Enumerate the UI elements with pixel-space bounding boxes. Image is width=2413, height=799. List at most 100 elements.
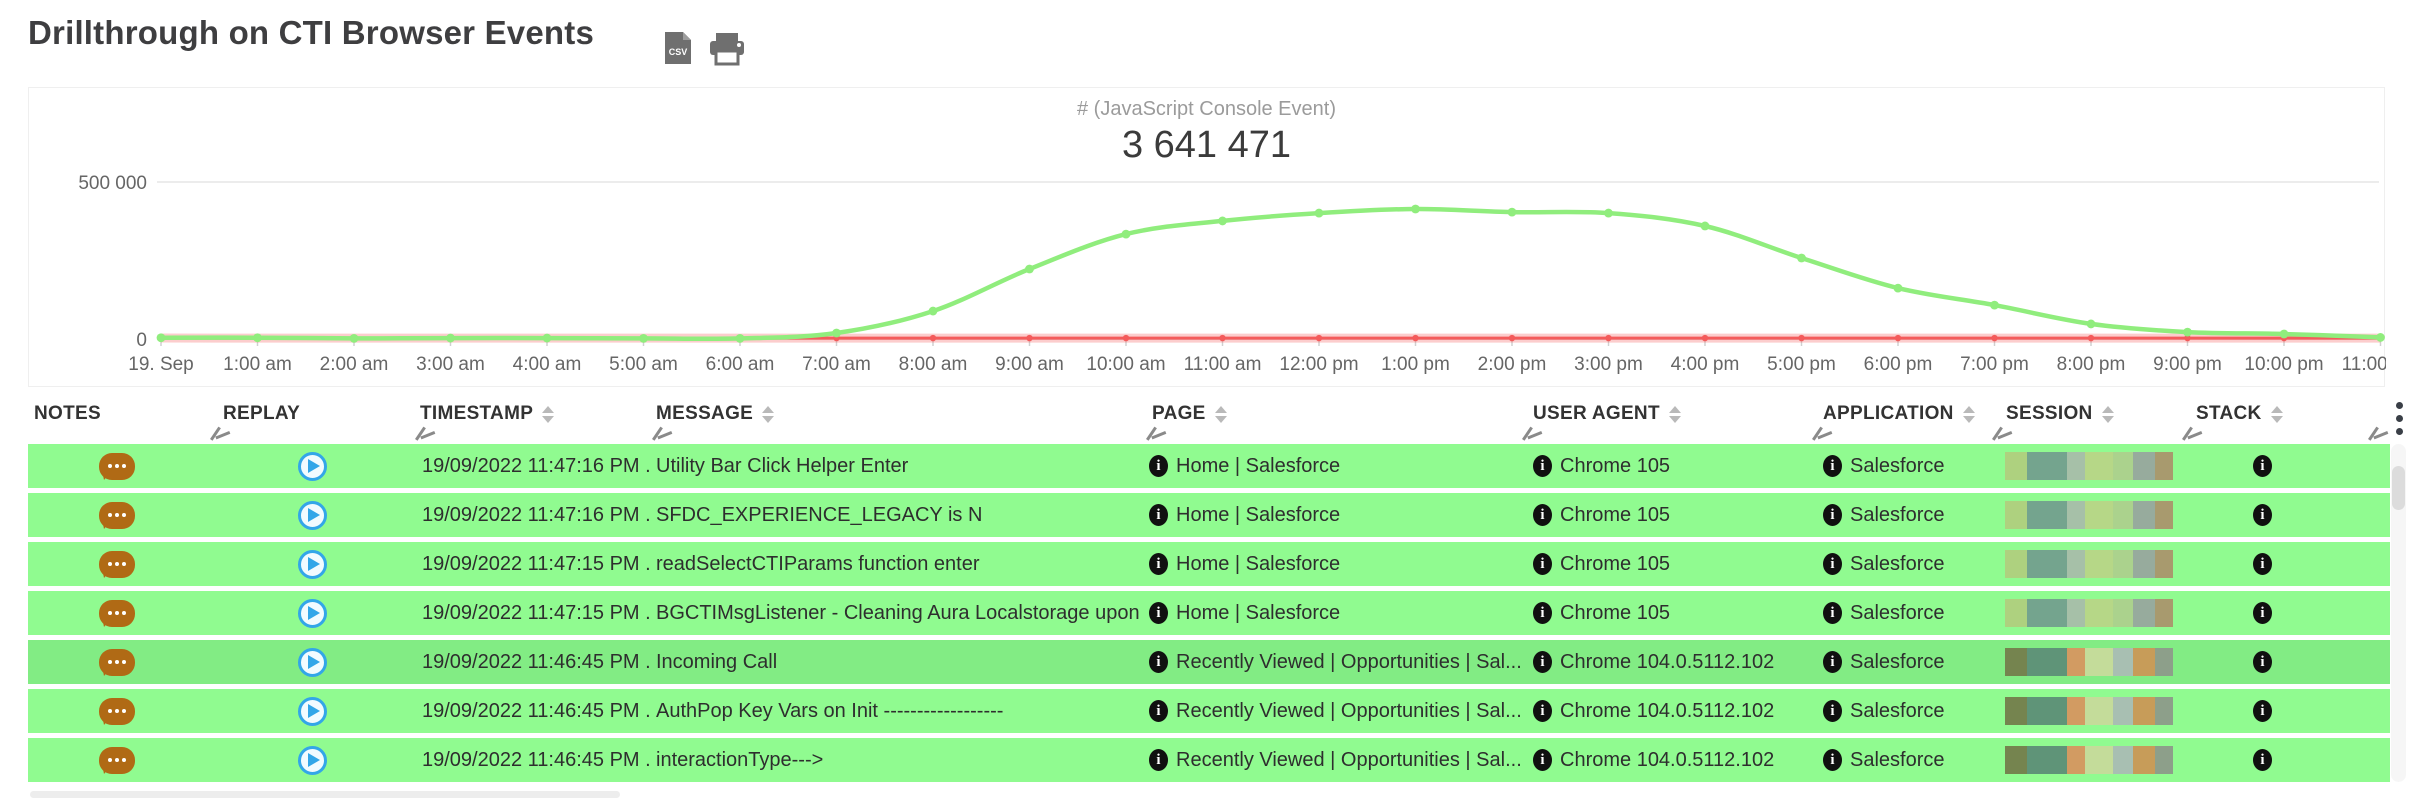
session-color-block xyxy=(2005,501,2027,529)
info-icon[interactable]: i xyxy=(1533,455,1552,477)
replay-play-button[interactable] xyxy=(298,500,327,530)
sort-arrows-icon[interactable] xyxy=(2270,405,2283,423)
sort-arrows-icon[interactable] xyxy=(542,405,555,423)
column-header-application[interactable]: APPLICATION xyxy=(1815,398,1995,430)
info-icon[interactable]: i xyxy=(1823,455,1842,477)
info-icon[interactable]: i xyxy=(1149,749,1168,771)
info-icon[interactable]: i xyxy=(1149,602,1168,624)
info-icon[interactable]: i xyxy=(1533,700,1552,722)
column-resize-handle[interactable] xyxy=(210,426,230,442)
table-row[interactable]: 19/09/2022 11:46:45 PM ... AuthPop Key V… xyxy=(28,689,2390,733)
sort-arrows-icon[interactable] xyxy=(1668,405,1681,423)
column-header-user-agent[interactable]: USER AGENT xyxy=(1525,398,1815,430)
info-icon[interactable]: i xyxy=(1149,700,1168,722)
csv-export-icon[interactable]: CSV xyxy=(663,30,693,66)
info-icon[interactable]: i xyxy=(1823,602,1842,624)
table-row[interactable]: 19/09/2022 11:46:45 PM ... Incoming Call… xyxy=(28,640,2390,684)
info-icon[interactable]: i xyxy=(1533,553,1552,575)
replay-play-button[interactable] xyxy=(298,696,327,726)
session-color-strip[interactable] xyxy=(2005,648,2173,676)
column-header-page[interactable]: PAGE xyxy=(1140,398,1525,430)
stack-info-icon[interactable]: i xyxy=(2253,504,2272,526)
info-icon[interactable]: i xyxy=(1149,651,1168,673)
stack-info-icon[interactable]: i xyxy=(2253,651,2272,673)
horizontal-scrollbar[interactable] xyxy=(30,791,620,798)
stack-info-icon[interactable]: i xyxy=(2253,700,2272,722)
info-icon[interactable]: i xyxy=(1823,700,1842,722)
table-row[interactable]: 19/09/2022 11:46:45 PM ... interactionTy… xyxy=(28,738,2390,782)
table-row[interactable]: 19/09/2022 11:47:16 PM ... Utility Bar C… xyxy=(28,444,2390,488)
user-agent-cell: i Chrome 104.0.5112.102 xyxy=(1525,700,1815,723)
table-options-menu-icon[interactable] xyxy=(2390,402,2408,435)
column-resize-handle[interactable] xyxy=(1522,426,1542,442)
sort-arrows-icon[interactable] xyxy=(762,405,775,423)
sort-arrows-icon[interactable] xyxy=(1214,405,1227,423)
notes-comment-icon[interactable] xyxy=(98,648,135,676)
print-icon[interactable] xyxy=(708,32,746,66)
column-header-stack[interactable]: STACK xyxy=(2185,398,2340,430)
message-cell: AuthPop Key Vars on Init ---------------… xyxy=(656,699,1004,722)
sort-arrows-icon[interactable] xyxy=(1962,405,1975,423)
column-resize-handle[interactable] xyxy=(415,426,435,442)
stack-info-icon[interactable]: i xyxy=(2253,553,2272,575)
info-icon[interactable]: i xyxy=(1823,749,1842,771)
events-table-body: 19/09/2022 11:47:16 PM ... Utility Bar C… xyxy=(28,444,2390,787)
info-icon[interactable]: i xyxy=(1149,553,1168,575)
session-color-block xyxy=(2067,452,2085,480)
info-icon[interactable]: i xyxy=(1823,553,1842,575)
session-color-strip[interactable] xyxy=(2005,501,2173,529)
vertical-scrollbar[interactable] xyxy=(2391,444,2406,782)
stack-info-icon[interactable]: i xyxy=(2253,749,2272,771)
column-header-label: USER AGENT xyxy=(1533,403,1660,424)
table-header-row: NOTES REPLAY TIMESTAMP MESSAGE PAGE USER AGEN… xyxy=(28,398,2390,430)
scrollbar-thumb[interactable] xyxy=(2392,466,2405,510)
column-resize-handle[interactable] xyxy=(1146,426,1166,442)
stack-info-icon[interactable]: i xyxy=(2253,602,2272,624)
session-color-block xyxy=(2155,697,2173,725)
info-icon[interactable]: i xyxy=(1823,504,1842,526)
replay-play-button[interactable] xyxy=(298,451,327,481)
message-cell: Incoming Call xyxy=(656,650,778,673)
column-header-timestamp[interactable]: TIMESTAMP xyxy=(420,398,650,430)
notes-comment-icon[interactable] xyxy=(98,452,135,480)
table-row[interactable]: 19/09/2022 11:47:16 PM ... SFDC_EXPERIEN… xyxy=(28,493,2390,537)
session-color-block xyxy=(2133,452,2155,480)
column-resize-handle[interactable] xyxy=(652,426,672,442)
session-color-strip[interactable] xyxy=(2005,550,2173,578)
column-header-replay: REPLAY xyxy=(205,398,420,430)
session-color-strip[interactable] xyxy=(2005,452,2173,480)
timestamp-cell: 19/09/2022 11:47:16 PM ... xyxy=(422,503,650,526)
notes-comment-icon[interactable] xyxy=(98,599,135,627)
info-icon[interactable]: i xyxy=(1533,749,1552,771)
session-color-strip[interactable] xyxy=(2005,746,2173,774)
session-color-block xyxy=(2067,550,2085,578)
column-resize-handle[interactable] xyxy=(2182,426,2202,442)
column-header-label: NOTES xyxy=(34,403,101,424)
notes-comment-icon[interactable] xyxy=(98,697,135,725)
table-row[interactable]: 19/09/2022 11:47:15 PM ... readSelectCTI… xyxy=(28,542,2390,586)
info-icon[interactable]: i xyxy=(1533,651,1552,673)
application-cell: i Salesforce xyxy=(1815,553,1995,576)
notes-comment-icon[interactable] xyxy=(98,501,135,529)
info-icon[interactable]: i xyxy=(1533,602,1552,624)
info-icon[interactable]: i xyxy=(1149,504,1168,526)
notes-comment-icon[interactable] xyxy=(98,746,135,774)
column-header-session[interactable]: SESSION xyxy=(1995,398,2185,430)
session-color-strip[interactable] xyxy=(2005,697,2173,725)
replay-play-button[interactable] xyxy=(298,745,327,775)
replay-play-button[interactable] xyxy=(298,647,327,677)
column-header-message[interactable]: MESSAGE xyxy=(650,398,1140,430)
column-resize-handle[interactable] xyxy=(1812,426,1832,442)
info-icon[interactable]: i xyxy=(1823,651,1842,673)
replay-play-button[interactable] xyxy=(298,598,327,628)
session-color-strip[interactable] xyxy=(2005,599,2173,627)
table-row[interactable]: 19/09/2022 11:47:15 PM ... BGCTIMsgListe… xyxy=(28,591,2390,635)
notes-comment-icon[interactable] xyxy=(98,550,135,578)
info-icon[interactable]: i xyxy=(1533,504,1552,526)
column-resize-handle[interactable] xyxy=(1992,426,2012,442)
stack-info-icon[interactable]: i xyxy=(2253,455,2272,477)
column-resize-handle[interactable] xyxy=(2368,426,2388,442)
replay-play-button[interactable] xyxy=(298,549,327,579)
sort-arrows-icon[interactable] xyxy=(2101,405,2114,423)
info-icon[interactable]: i xyxy=(1149,455,1168,477)
